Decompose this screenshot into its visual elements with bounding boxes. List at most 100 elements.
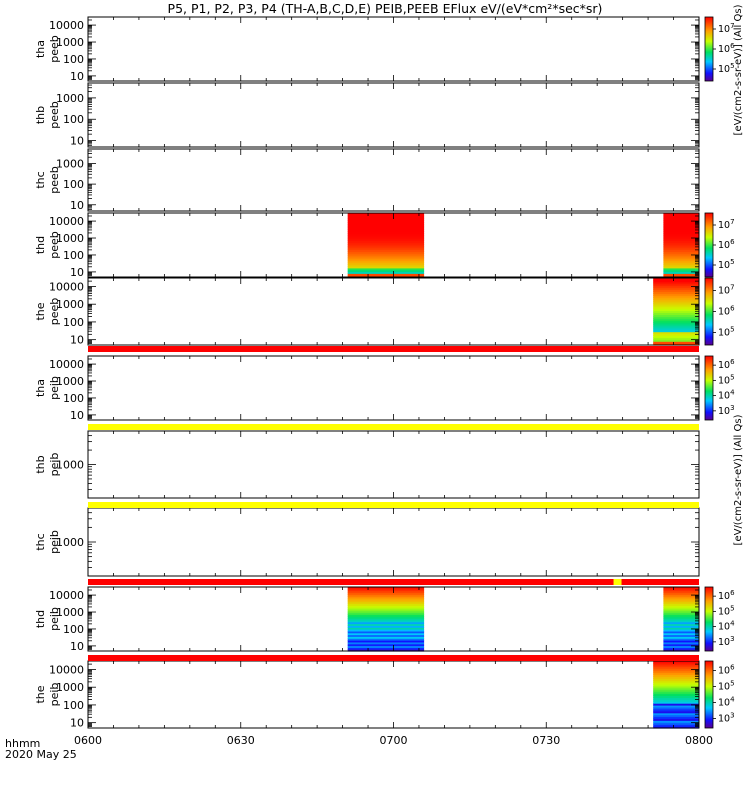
spectrogram-cell	[663, 249, 699, 252]
colorbar-side-labels: [eV/(cm2-s-sr-eV)] (All Qs) [eV/(cm2-s-sr…	[733, 4, 744, 545]
spectrogram-cell	[663, 599, 699, 603]
spectrogram-cell	[653, 310, 699, 313]
y-tick-label: 10000	[49, 19, 84, 32]
spectrogram-cell	[347, 260, 425, 263]
spectrogram-cell	[347, 649, 425, 652]
spectrogram-cell	[653, 687, 699, 691]
spectrogram-cell	[663, 641, 699, 645]
spectrogram-cell	[663, 275, 699, 278]
spectrogram-cell	[347, 227, 425, 230]
spectrogram-block	[653, 278, 699, 346]
colorbar-units-label: [eV/(cm2-s-sr-eV)] (All Qs)	[733, 414, 744, 545]
panel-thc-peeb: 10 100 1000 thc peeb	[34, 148, 700, 212]
spectrogram-cell	[653, 726, 699, 729]
spectrogram-cell	[653, 299, 699, 302]
x-tick-label: 0700	[380, 734, 408, 747]
y-tick-label: 10000	[49, 663, 84, 676]
spectrogram-cell	[347, 614, 425, 617]
panel-probe-label: thb	[34, 455, 47, 473]
flag-marker	[613, 579, 622, 585]
spectrogram-cell	[653, 320, 699, 323]
colorbar: 103 104 105 106	[704, 660, 735, 729]
spectrogram-cell	[663, 647, 699, 650]
panel-instrument-label: peeb	[48, 298, 61, 326]
spectrogram-cell	[347, 224, 425, 227]
colorbar-tick-label: 104	[718, 620, 735, 633]
colorbar-tick-label: 107	[718, 284, 735, 297]
y-tick-label: 1000	[56, 232, 84, 245]
spectrogram-cell	[653, 716, 699, 719]
quality-flag-bar	[88, 424, 699, 430]
spectrogram-cell	[663, 213, 699, 216]
spectrogram-cell	[653, 312, 699, 315]
spectrogram-cell	[653, 325, 699, 329]
colorbar-strip	[704, 16, 714, 82]
spectrogram-cell	[347, 242, 425, 245]
spectrogram-cell	[653, 670, 699, 674]
spectrogram-cell	[663, 629, 699, 632]
y-tick-label: 10	[70, 199, 84, 212]
spectrogram-cell	[347, 630, 425, 634]
spectrogram-cell	[653, 674, 699, 677]
spectrogram-block	[347, 587, 425, 652]
spectrogram-cell	[347, 271, 425, 274]
y-tick-label: 100	[63, 249, 84, 262]
panel-probe-label: thb	[34, 106, 47, 124]
spectrogram-cell	[653, 691, 699, 695]
y-tick-label: 1000	[56, 536, 84, 549]
panel-thb-peib: 1000 thb peib	[34, 430, 700, 499]
spectrogram-cell	[653, 678, 699, 681]
colorbar-tick-label: 106	[718, 589, 735, 602]
colorbar-tick-label: 105	[718, 258, 735, 271]
spectrogram-cell	[347, 266, 425, 269]
spectrogram-cell	[347, 231, 425, 234]
spectrogram-cell	[347, 225, 425, 229]
spectrogram-cell	[347, 598, 425, 601]
spectrogram-cell	[663, 258, 699, 262]
spectrogram-cell	[347, 240, 425, 243]
spectrogram-cell	[347, 634, 425, 637]
quality-flag-bar	[88, 346, 699, 352]
spectrogram-cell	[653, 695, 699, 698]
colorbar-tick-label: 106	[718, 358, 735, 371]
spectrogram-cell	[663, 271, 699, 274]
spectrogram-cell	[663, 623, 699, 626]
spectrogram-cell	[347, 244, 425, 247]
panel-frame	[87, 507, 700, 577]
spectrogram-cell	[653, 666, 699, 670]
spectrogram-cell	[347, 256, 425, 260]
spectrogram-cell	[347, 623, 425, 626]
spectrogram-cell	[663, 607, 699, 610]
spectrogram-cell	[347, 249, 425, 252]
time-format-label: hhmm	[5, 737, 41, 750]
spectrogram-cell	[347, 253, 425, 256]
spectrogram-cell	[347, 258, 425, 262]
spectrogram-cell	[347, 590, 425, 594]
spectrogram-cell	[653, 318, 699, 321]
spectrogram-cell	[653, 699, 699, 702]
spectrogram-block	[653, 661, 699, 729]
y-tick-label: 10	[70, 409, 84, 422]
x-tick-label: 0730	[532, 734, 560, 747]
spectrogram-cell	[653, 343, 699, 346]
colorbar: 105 106 107	[704, 212, 735, 278]
spectrogram-cell	[653, 339, 699, 342]
spectrogram-cell	[663, 260, 699, 263]
y-tick-label: 10	[70, 135, 84, 148]
spectrogram-cell	[347, 275, 425, 278]
spectrogram-cell	[663, 269, 699, 273]
spectrogram-cell	[653, 693, 699, 696]
spectrogram-cell	[347, 618, 425, 621]
panel-instrument-label: peeb	[48, 166, 61, 194]
spectrogram-cell	[653, 327, 699, 331]
spectrogram-cell	[347, 588, 425, 592]
panel-frame	[87, 355, 700, 421]
spectrogram-cell	[663, 616, 699, 619]
spectrogram-cell	[347, 220, 425, 223]
panel-instrument-label: peib	[48, 376, 61, 400]
colorbar: 103 104 105 106	[704, 586, 735, 652]
